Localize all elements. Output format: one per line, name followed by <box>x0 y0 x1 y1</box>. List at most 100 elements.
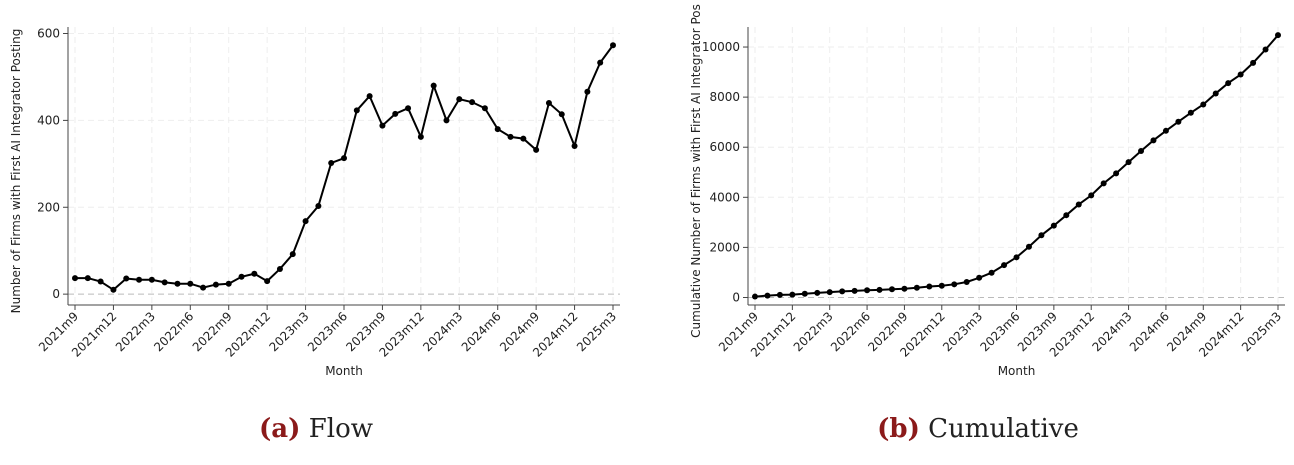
data-point <box>174 280 181 287</box>
data-point <box>584 88 591 95</box>
caption-text: Cumulative <box>928 414 1079 444</box>
data-point <box>826 289 833 296</box>
x-tick-label: 2024m3 <box>420 309 465 354</box>
data-point <box>571 143 578 150</box>
data-point <box>187 280 194 287</box>
data-point <box>72 275 78 282</box>
x-tick-label: 2023m3 <box>940 309 985 354</box>
data-point <box>1175 118 1182 125</box>
data-point <box>123 275 130 282</box>
y-tick-label: 2000 <box>709 240 740 254</box>
y-tick-label: 0 <box>52 287 60 301</box>
data-point <box>876 286 883 293</box>
data-point <box>1038 232 1045 239</box>
data-point <box>533 146 540 153</box>
caption-label: (a) <box>259 414 300 444</box>
data-point <box>558 111 565 118</box>
data-point <box>148 276 155 283</box>
x-tick-label: 2022m3 <box>113 309 158 354</box>
data-point <box>1063 212 1070 219</box>
x-tick-label: 2024m3 <box>1090 309 1135 354</box>
y-axis-title: Number of Firms with First AI Integrator… <box>9 29 23 314</box>
data-point <box>315 202 322 209</box>
data-point <box>926 283 933 290</box>
data-point <box>276 265 283 272</box>
caption-label: (b) <box>877 414 920 444</box>
data-point <box>469 99 476 106</box>
y-tick-label: 600 <box>37 27 60 41</box>
x-tick-label: 2022m6 <box>151 309 196 354</box>
data-point <box>1125 159 1132 166</box>
data-point <box>839 288 846 295</box>
data-point <box>84 275 91 282</box>
data-point <box>405 105 412 112</box>
y-axis-title: Cumulative Number of Firms with First AI… <box>689 4 703 338</box>
data-point <box>1200 101 1207 108</box>
data-point <box>545 100 552 107</box>
data-point <box>864 287 871 294</box>
data-point <box>1013 254 1020 261</box>
data-point <box>597 59 604 66</box>
data-point <box>814 289 821 296</box>
data-point <box>110 286 117 293</box>
data-point <box>976 274 983 281</box>
data-point <box>392 110 399 117</box>
data-point <box>851 287 858 294</box>
data-point <box>1162 127 1169 134</box>
data-point <box>302 218 309 225</box>
x-tick-label: 2023m3 <box>267 309 312 354</box>
data-point <box>97 278 104 285</box>
data-point <box>443 117 450 124</box>
data-point <box>238 273 245 280</box>
data-point <box>610 42 616 49</box>
data-point <box>366 93 373 100</box>
data-point <box>264 278 271 285</box>
y-tick-label: 0 <box>732 290 740 304</box>
x-tick-label: 2022m6 <box>828 309 873 354</box>
y-tick-label: 6000 <box>709 140 740 154</box>
data-point <box>520 135 527 142</box>
data-point <box>200 284 207 291</box>
data-point <box>1225 80 1232 87</box>
data-point <box>789 291 796 298</box>
data-point <box>353 107 360 114</box>
data-point <box>764 292 771 299</box>
data-point <box>988 269 995 276</box>
data-point <box>494 126 501 133</box>
data-point <box>1187 109 1194 116</box>
y-tick-label: 8000 <box>709 90 740 104</box>
data-point <box>481 105 488 112</box>
x-axis-title: Month <box>998 364 1036 378</box>
data-point <box>136 276 143 283</box>
data-point <box>456 96 463 103</box>
data-point <box>161 279 168 286</box>
data-point <box>1262 46 1269 53</box>
x-tick-label: 2022m3 <box>791 309 836 354</box>
data-point <box>1150 137 1157 144</box>
data-point <box>1250 59 1257 66</box>
data-point <box>507 133 514 140</box>
data-point <box>1113 170 1120 177</box>
data-point <box>888 286 895 293</box>
data-point <box>776 291 783 298</box>
data-point <box>328 159 335 166</box>
x-tick-label: 2025m3 <box>574 309 619 354</box>
data-point <box>212 281 219 288</box>
data-point <box>1212 90 1219 97</box>
x-tick-label: 2024m6 <box>1127 309 1172 354</box>
data-point <box>801 290 808 297</box>
x-tick-label: 2023m6 <box>305 309 350 354</box>
data-point <box>1001 262 1008 269</box>
y-tick-label: 400 <box>37 113 60 127</box>
data-point <box>1237 71 1244 78</box>
data-point <box>938 282 945 289</box>
x-tick-label: 2024m6 <box>459 309 504 354</box>
data-point <box>951 281 958 288</box>
data-point <box>1075 201 1082 208</box>
data-point <box>901 285 908 292</box>
caption: (a) Flow <box>259 414 373 444</box>
data-point <box>1088 192 1095 199</box>
x-tick-label: 2025m3 <box>1239 309 1284 354</box>
data-point <box>963 279 970 286</box>
data-point <box>341 155 347 162</box>
